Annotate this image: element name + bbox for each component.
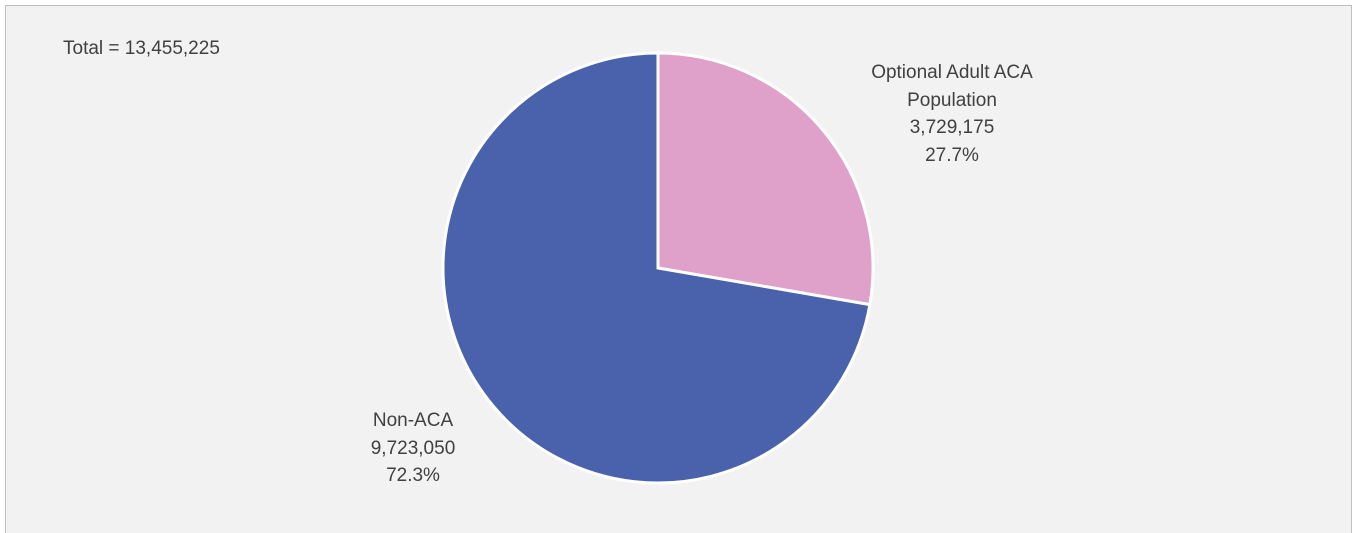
total-annotation: Total = 13,455,225 [63,38,220,59]
pie-slice [441,51,872,485]
pie-slice [656,51,875,307]
percent-label: 27.7% [925,144,979,166]
value-label: 3,729,175 [909,117,995,138]
data-label: Non-ACA 9,723,050 72.3% [308,407,518,490]
category-label: Optional Adult ACA Population [871,62,1033,111]
value-label: 9,723,050 [370,437,456,459]
category-label: Non-ACA [372,410,454,431]
percent-label: 72.3% [386,465,440,486]
data-label: Optional Adult ACA Population 3,729,175 27… [847,59,1057,169]
